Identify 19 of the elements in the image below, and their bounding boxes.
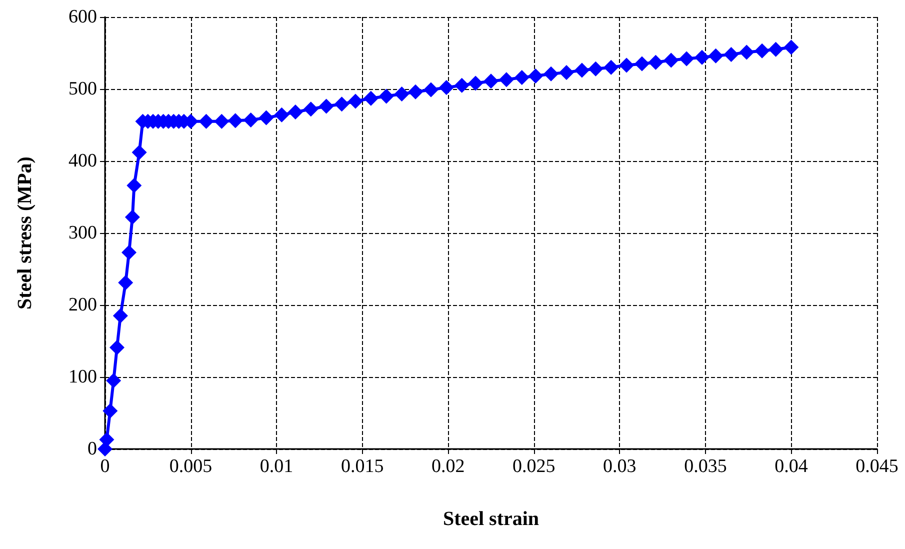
y-tick-label: 300 [68,222,97,244]
x-tick-label: 0.015 [340,456,384,477]
y-tick-label: 500 [68,78,97,100]
x-tick-label: 0.045 [856,456,898,477]
x-tick-label: 0.04 [774,456,808,477]
x-axis-title: Steel strain [442,508,540,530]
x-tick-label: 0.02 [431,456,465,477]
y-tick-label: 0 [88,438,97,460]
y-tick-label: 200 [68,294,97,316]
y-tick-label: 400 [68,150,97,172]
x-tick-label: 0.01 [260,456,294,477]
y-tick-label: 100 [68,366,97,388]
x-tick-label: 0.025 [512,456,556,477]
x-tick-label: 0 [100,456,110,477]
x-tick-label: 0.035 [684,456,727,477]
y-axis-title: Steel stress (MPa) [14,156,36,310]
y-tick-label: 600 [68,6,97,28]
x-tick-label: 0.005 [169,456,212,477]
x-tick-label: 0.03 [603,456,636,477]
